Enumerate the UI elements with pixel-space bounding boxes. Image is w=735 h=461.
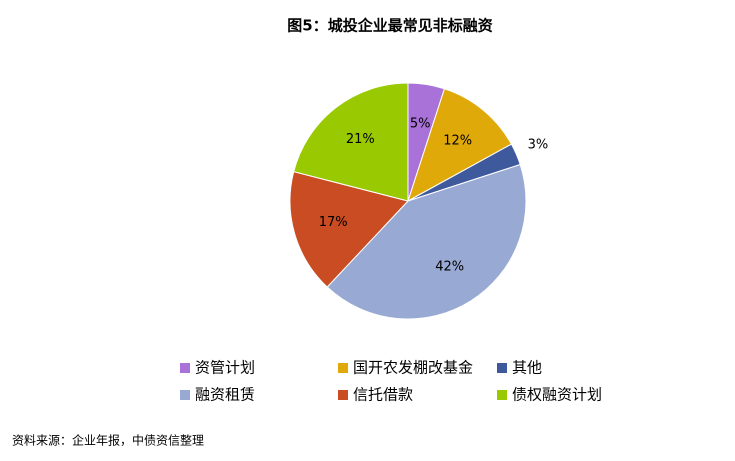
source-note: 资料来源：企业年报，中债资信整理 — [12, 433, 204, 448]
legend-swatch — [338, 363, 348, 373]
data-label: 42% — [435, 259, 464, 274]
legend-label: 其他 — [512, 359, 542, 377]
data-label: 17% — [319, 215, 348, 230]
data-label: 5% — [410, 117, 431, 132]
legend-swatch — [180, 363, 190, 373]
pie-slice — [407, 88, 513, 203]
legend-label: 债权融资计划 — [512, 386, 602, 404]
pie-slice — [293, 82, 409, 202]
data-label: 21% — [346, 132, 375, 147]
legend-swatch — [338, 390, 348, 400]
legend-swatch — [497, 390, 507, 400]
data-label: 3% — [528, 137, 549, 152]
legend-label: 国开农发棚改基金 — [353, 359, 473, 377]
legend-swatch — [180, 390, 190, 400]
legend-label: 资管计划 — [195, 359, 255, 377]
legend-label: 融资租赁 — [195, 386, 255, 404]
pie-slice — [326, 163, 527, 320]
pie-slice — [289, 171, 409, 288]
legend-label: 信托借款 — [353, 386, 413, 404]
legend-swatch — [497, 363, 507, 373]
data-label: 12% — [443, 133, 472, 148]
chart-title: 图5：城投企业最常见非标融资 — [287, 17, 492, 35]
